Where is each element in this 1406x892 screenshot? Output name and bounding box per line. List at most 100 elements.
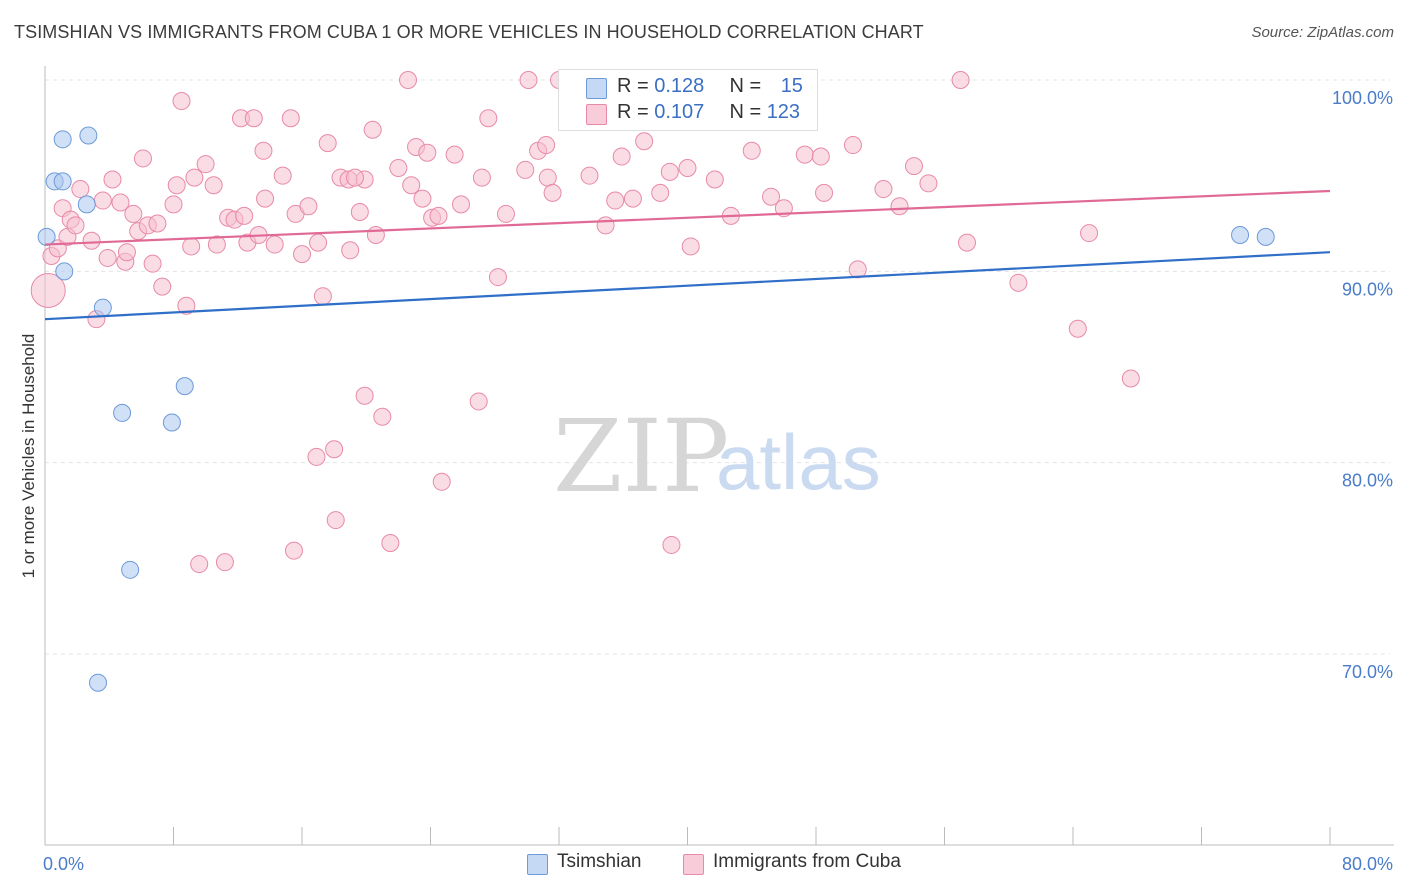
- cuba-point: [904, 157, 923, 176]
- cuba-point: [662, 535, 681, 554]
- cuba-point: [429, 206, 448, 225]
- watermark-atlas: atlas: [716, 418, 881, 506]
- watermark: ZIP atlas: [553, 398, 881, 515]
- axes: [44, 66, 1394, 846]
- cuba-point: [1080, 224, 1099, 243]
- cuba-point: [66, 216, 85, 235]
- cuba-point: [402, 176, 421, 195]
- cuba-point: [1009, 273, 1028, 292]
- cuba-point: [204, 176, 223, 195]
- cuba-point: [445, 145, 464, 164]
- cuba-point: [413, 189, 432, 208]
- legend-swatch-tsimshian: [586, 78, 607, 99]
- cuba-point: [235, 206, 254, 225]
- cuba-point: [309, 233, 328, 252]
- cuba-point: [341, 241, 360, 260]
- legend-n-label: N =: [729, 75, 767, 97]
- cuba-point: [190, 555, 209, 574]
- cuba-point: [273, 166, 292, 185]
- tsimshian-point: [162, 413, 181, 432]
- cuba-point: [256, 189, 275, 208]
- cuba-point: [469, 392, 488, 411]
- cuba-point: [389, 159, 408, 178]
- cuba-point: [951, 71, 970, 89]
- cuba-point: [472, 168, 491, 187]
- cuba-point: [660, 162, 679, 181]
- blue-points: [37, 126, 1275, 692]
- watermark-zip: ZIP: [553, 398, 729, 515]
- cuba-point: [678, 159, 697, 178]
- cuba-point: [651, 183, 670, 202]
- cuba-point: [366, 225, 385, 244]
- cuba-point: [167, 176, 186, 195]
- legend-n-value: 123: [766, 101, 801, 123]
- legend-r-value: 0.128: [654, 75, 705, 97]
- cuba-point: [318, 134, 337, 153]
- cuba-point: [103, 170, 122, 189]
- tsimshian-point: [53, 172, 72, 191]
- tsimshian-trendline: [44, 251, 1331, 321]
- cuba-point: [890, 197, 909, 216]
- cuba-point: [346, 168, 365, 187]
- cuba-point: [93, 191, 112, 210]
- cuba-point: [244, 109, 263, 128]
- tsimshian-point: [1256, 227, 1275, 246]
- cuba-point: [399, 71, 418, 89]
- cuba-point: [164, 195, 183, 214]
- cuba-point: [293, 245, 311, 264]
- cuba-point: [538, 168, 557, 187]
- cuba-point: [350, 203, 369, 222]
- cuba-point: [133, 149, 152, 168]
- tsimshian-point: [37, 227, 56, 246]
- cuba-point: [381, 534, 400, 553]
- legend-r-label: R =: [617, 101, 655, 123]
- legend-swatch-cuba: [586, 104, 607, 125]
- cuba-point: [117, 243, 136, 262]
- cuba-point: [1068, 319, 1087, 338]
- cuba-point: [254, 141, 273, 160]
- y-axis-title: 1 or more Vehicles in Household: [19, 334, 38, 579]
- cuba-point: [742, 141, 761, 160]
- chart-title: TSIMSHIAN VS IMMIGRANTS FROM CUBA 1 OR M…: [14, 22, 924, 42]
- cuba-point: [71, 180, 90, 199]
- chart-source: Source: ZipAtlas.com: [1251, 24, 1394, 41]
- cuba-point: [919, 174, 938, 193]
- cuba-point: [325, 440, 344, 459]
- cuba-point: [580, 166, 599, 185]
- tsimshian-point: [53, 130, 72, 149]
- cuba-point: [811, 147, 830, 166]
- cuba-point: [284, 541, 303, 560]
- tsimshian-point: [55, 262, 74, 281]
- cuba-point: [355, 386, 374, 405]
- legend-row-tsimshian: R = 0.128 N = 15: [617, 75, 803, 99]
- cuba-point: [148, 214, 167, 233]
- cuba-point: [762, 187, 781, 206]
- x-tick-label: 0.0%: [43, 854, 84, 874]
- cuba-point: [815, 183, 834, 202]
- cuba-point: [153, 277, 172, 296]
- legend-n-label: N =: [729, 101, 767, 123]
- cuba-point: [774, 199, 793, 218]
- tsimshian-point: [77, 195, 96, 214]
- cuba-point: [177, 296, 196, 315]
- cuba-point: [182, 237, 201, 256]
- cuba-point: [313, 287, 332, 306]
- cuba-point: [418, 143, 437, 162]
- cuba-point: [1121, 369, 1140, 388]
- cuba-point: [98, 248, 117, 267]
- legend-box: R = 0.128 N = 15 R = 0.107 N = 123: [558, 69, 818, 131]
- y-tick-label: 100.0%: [1332, 88, 1393, 108]
- cuba-point: [705, 170, 724, 189]
- legend-r-value: 0.107: [654, 101, 705, 123]
- cuba-point: [307, 447, 326, 466]
- cuba-point: [635, 132, 654, 151]
- cuba-point: [848, 260, 867, 279]
- cuba-point: [326, 511, 345, 530]
- cuba-point: [373, 407, 392, 426]
- cuba-point: [111, 193, 130, 212]
- bottom-legend-swatch-cuba: [683, 854, 704, 875]
- cuba-point: [432, 472, 451, 491]
- cuba-point: [612, 147, 631, 166]
- cuba-point: [172, 92, 191, 111]
